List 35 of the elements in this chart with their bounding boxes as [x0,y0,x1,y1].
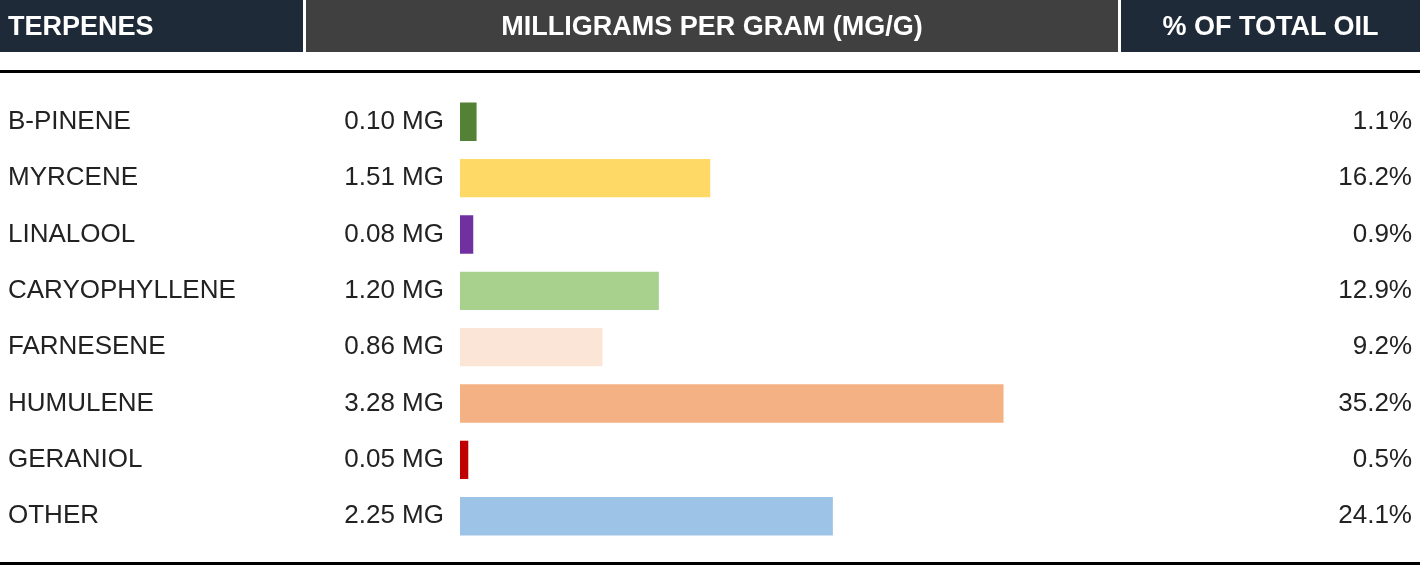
data-label: 1.51 MG [344,161,444,192]
text: 35.2% [1338,386,1412,417]
bar [460,158,711,198]
y-tick-label: HUMULENE [8,386,154,417]
text: % OF TOTAL OIL [1121,0,1420,52]
text: 12.9% [1338,274,1412,304]
text: 9.2% [1352,330,1412,361]
data-label: 3.28 MG [344,386,444,417]
text: 16.2% [1338,161,1412,192]
data-label: 2.25 MG [344,499,444,530]
y-axis-title: TERPENES [0,0,303,52]
y-tick-label: OTHER [8,499,99,530]
y-tick-label: MYRCENE [8,161,139,192]
text: 1.1% [1352,104,1412,135]
y-tick-label: FARNESENE [8,330,166,361]
y-tick-label: CARYOPHYLLENE [8,274,236,304]
bar [460,102,477,141]
data-label: 0.05 MG [344,443,444,474]
data-label: 1.20 MG [344,274,444,304]
x-axis-title: MILLIGRAMS PER GRAM (MG/G) [306,0,1118,52]
bar [460,497,833,536]
bar [460,215,474,254]
y-tick-label: LINALOOL [8,217,136,248]
bar [460,384,1004,423]
text: 24.1% [1338,499,1412,530]
bar [460,440,469,480]
y-tick-label: B-PINENE [8,104,131,135]
bar [460,328,603,367]
text: 0.9% [1352,217,1412,248]
data-label: 0.86 MG [344,330,444,361]
y-tick-label: GERANIOL [8,443,143,474]
data-label: 0.08 MG [344,217,444,248]
text: 0.5% [1352,443,1412,474]
bar [460,271,659,310]
data-label: 0.10 MG [344,104,444,135]
